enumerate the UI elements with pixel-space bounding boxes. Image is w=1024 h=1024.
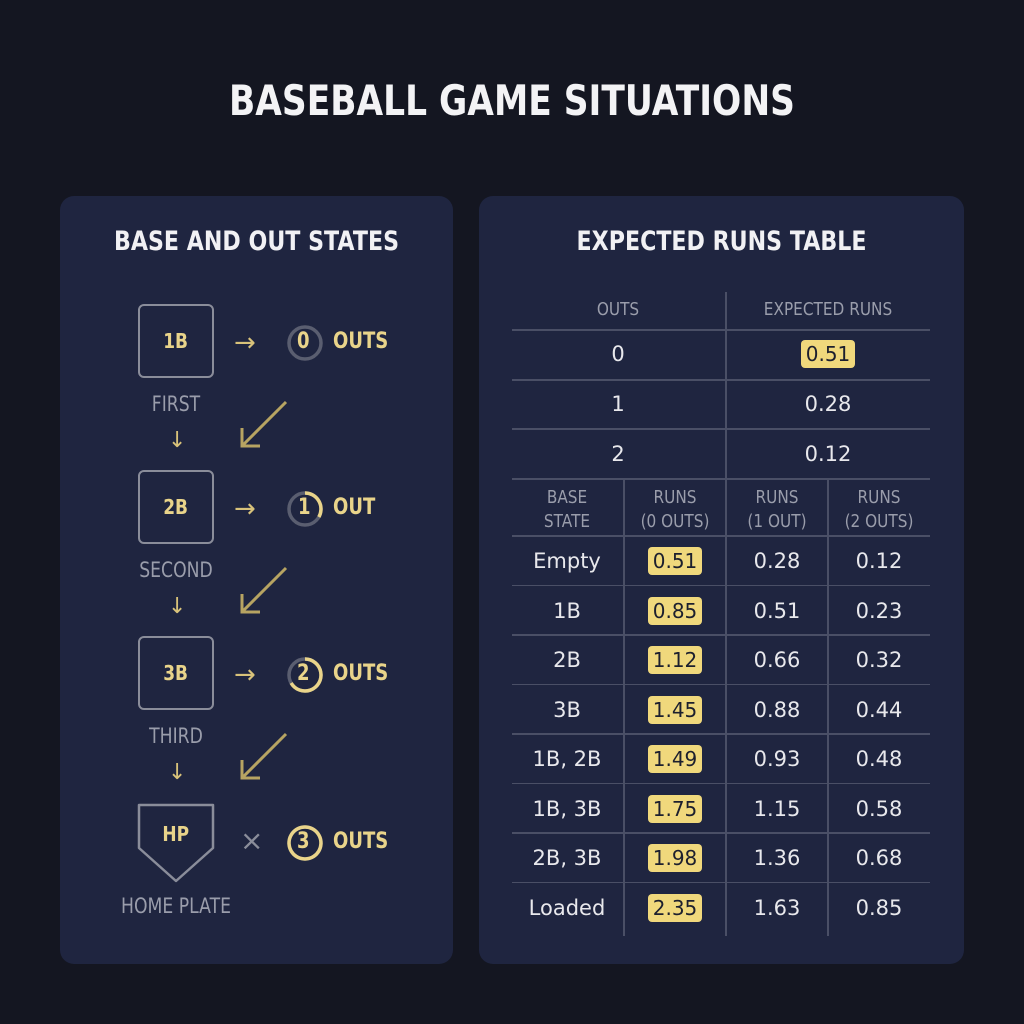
detail-header-runs-2: RUNS (2 OUTS): [844, 487, 914, 532]
runs-cell: 0.85: [624, 596, 726, 625]
outs-count: 2: [297, 661, 310, 686]
runs-cell: 1.75: [624, 794, 726, 823]
runs-cell: 1.49: [624, 745, 726, 773]
diagonal-arrow-icon: [240, 732, 288, 780]
row-divider: [512, 881, 930, 883]
expected-runs-panel: EXPECTED RUNS TABLE OUTS EXPECTED RUNS 0…: [479, 196, 964, 964]
detail-header-runs-0: RUNS (0 OUTS): [640, 487, 710, 532]
runs-cell: 0.68: [855, 846, 903, 870]
arrow-right-icon: →: [234, 660, 256, 690]
summary-runs-cell: 0.28: [804, 392, 852, 416]
outs-label: OUTS: [333, 661, 389, 686]
runs-cell: 0.32: [855, 648, 903, 672]
detail-divider: [827, 480, 829, 936]
row-divider: [512, 428, 930, 430]
base-first: 1B: [138, 304, 214, 378]
base-label-third: THIRD: [149, 724, 203, 748]
detail-header-runs-1: RUNS (1 OUT): [747, 487, 807, 532]
runs-cell: 0.51: [624, 547, 726, 575]
summary-header-outs: OUTS: [596, 299, 640, 320]
summary-outs-cell: 2: [611, 442, 625, 466]
summary-runs-cell: 0.12: [804, 442, 852, 466]
runs-cell: 0.51: [753, 598, 801, 623]
diagonal-arrow-icon: [240, 400, 288, 448]
row-divider: [512, 733, 930, 735]
base-second: 2B: [138, 470, 214, 544]
row-divider: [512, 329, 930, 331]
runs-cell: 0.23: [855, 598, 903, 623]
runs-cell: 0.88: [753, 697, 801, 722]
base-label-first: FIRST: [151, 392, 201, 416]
outs-ring-arc: [287, 825, 323, 861]
page-title: BASEBALL GAME SITUATIONS: [229, 76, 795, 125]
diagonal-arrow-icon: [240, 566, 288, 614]
runs-cell: 2.35: [624, 893, 726, 922]
row-divider: [512, 683, 930, 685]
arrow-right-icon: →: [234, 494, 256, 524]
outs-label: OUTS: [333, 329, 389, 354]
row-divider: [512, 478, 930, 480]
base-third: 3B: [138, 636, 214, 710]
row-divider: [512, 535, 930, 537]
row-divider: [512, 782, 930, 784]
summary-header-runs: EXPECTED RUNS: [763, 299, 893, 320]
base-out-states-panel: BASE AND OUT STATES 1B FIRST → 0 OUTS ↓ …: [60, 196, 453, 964]
arrow-right-icon: →: [234, 328, 256, 358]
outs-ring-0: [287, 325, 323, 361]
detail-divider: [623, 480, 625, 936]
x-icon: ×: [240, 824, 264, 857]
row-divider: [512, 379, 930, 381]
runs-cell: 1.12: [624, 646, 726, 674]
outs-ring-1: [287, 491, 323, 527]
home-plate-icon: [137, 803, 215, 883]
runs-cell: 1.63: [753, 895, 801, 920]
home-plate-code: HP: [162, 822, 190, 846]
base-state-cell: 1B, 3B: [532, 796, 602, 821]
arrow-down-icon: ↓: [168, 594, 187, 619]
outs-label: OUT: [333, 495, 376, 520]
summary-runs-cell: 0.51: [726, 340, 930, 368]
outs-ring-2: [287, 657, 323, 693]
base-state-cell: 2B, 3B: [532, 846, 602, 870]
panel-title: EXPECTED RUNS TABLE: [576, 226, 867, 257]
base-state-cell: 1B, 2B: [532, 747, 602, 771]
base-state-cell: Empty: [533, 549, 601, 573]
runs-cell: 1.45: [624, 695, 726, 724]
runs-cell: 0.66: [753, 648, 801, 672]
runs-cell: 0.85: [855, 895, 903, 920]
runs-cell: 0.93: [753, 747, 801, 771]
row-divider: [512, 634, 930, 636]
base-label-second: SECOND: [139, 558, 213, 582]
runs-cell: 0.12: [855, 549, 903, 573]
row-divider: [512, 584, 930, 586]
outs-count: 3: [297, 829, 310, 854]
runs-cell: 0.48: [855, 747, 903, 771]
base-state-cell: 3B: [553, 697, 581, 722]
summary-outs-cell: 1: [611, 392, 625, 416]
outs-ring-arc: [289, 657, 323, 693]
summary-divider: [725, 292, 727, 478]
panel-title: BASE AND OUT STATES: [113, 226, 400, 257]
arrow-down-icon: ↓: [168, 428, 187, 453]
summary-outs-cell: 0: [611, 342, 625, 366]
runs-cell: 1.98: [624, 844, 726, 872]
outs-count: 1: [298, 495, 311, 520]
runs-cell: 1.15: [753, 796, 801, 821]
runs-cell: 0.58: [855, 796, 903, 821]
runs-cell: 0.44: [855, 697, 903, 722]
outs-ring-3: [287, 825, 323, 861]
base-state-cell: 1B: [553, 598, 581, 623]
arrow-down-icon: ↓: [168, 760, 187, 785]
row-divider: [512, 832, 930, 834]
runs-cell: 0.28: [753, 549, 801, 573]
outs-count: 0: [297, 329, 310, 354]
outs-ring-arc: [304, 491, 323, 518]
outs-label: OUTS: [333, 829, 389, 854]
base-state-cell: Loaded: [528, 895, 606, 920]
detail-divider: [725, 480, 727, 936]
base-label-home: HOME PLATE: [121, 894, 231, 918]
runs-cell: 1.36: [753, 846, 801, 870]
detail-header-base-state: BASE STATE: [543, 487, 591, 532]
base-state-cell: 2B: [553, 648, 581, 672]
